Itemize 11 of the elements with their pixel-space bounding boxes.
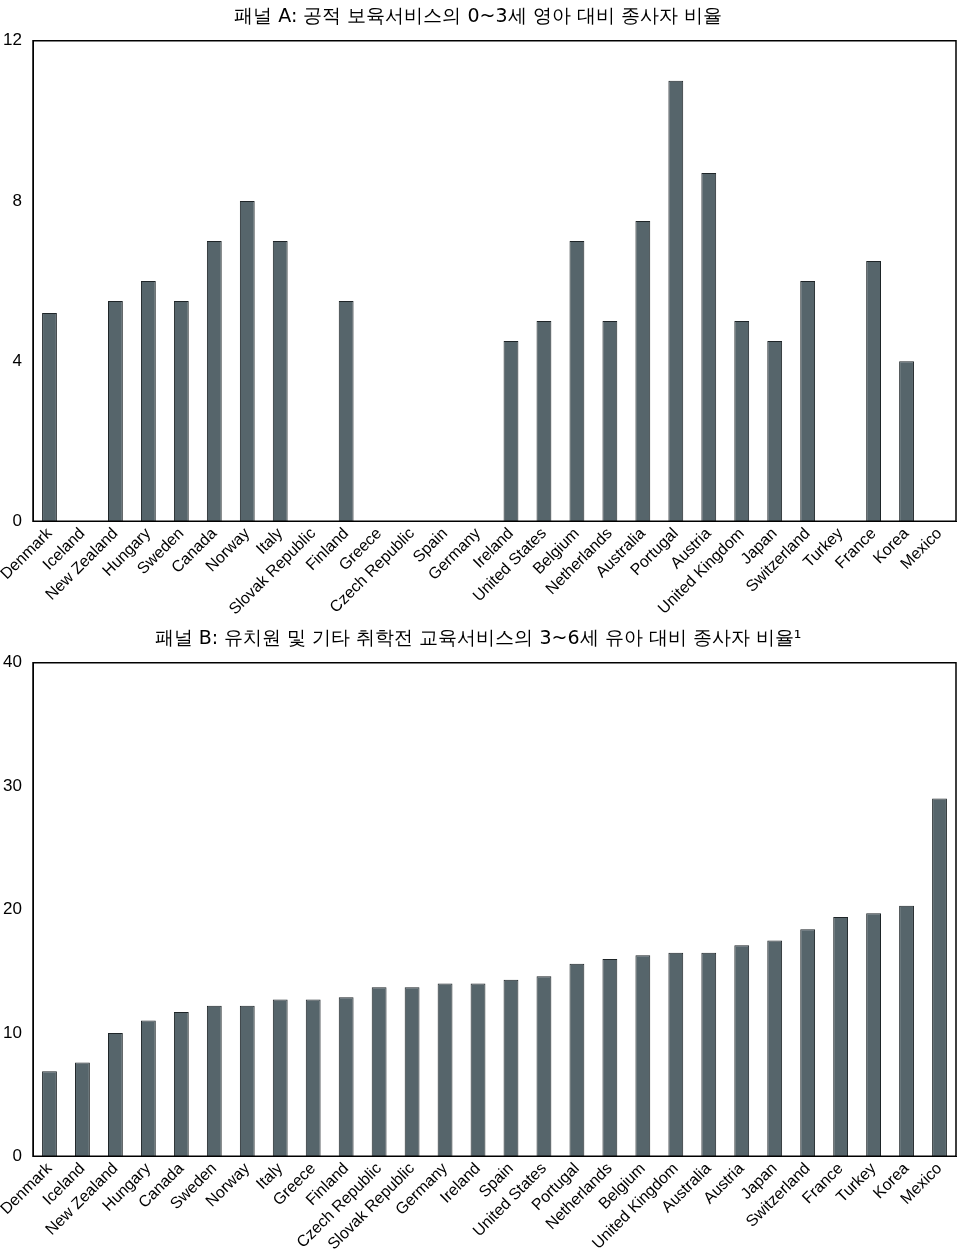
y-tick-label: 4 [12,350,22,370]
y-tick-label: 40 [3,652,22,672]
y-tick-label: 0 [12,510,22,530]
y-tick-label: 20 [3,899,22,919]
y-tick-label: 10 [3,1022,22,1042]
y-tick-label: 8 [12,190,22,210]
y-tick-label: 12 [3,30,22,50]
y-tick-label: 30 [3,775,22,795]
chart-title: 패널 A: 공적 보육서비스의 0~3세 영아 대비 종사자 비율 [234,4,722,27]
chart-title: 패널 B: 유치원 및 기타 취학전 교육서비스의 3~6세 유아 대비 종사자 비율¹ [154,626,802,649]
y-tick-label: 0 [12,1145,22,1165]
